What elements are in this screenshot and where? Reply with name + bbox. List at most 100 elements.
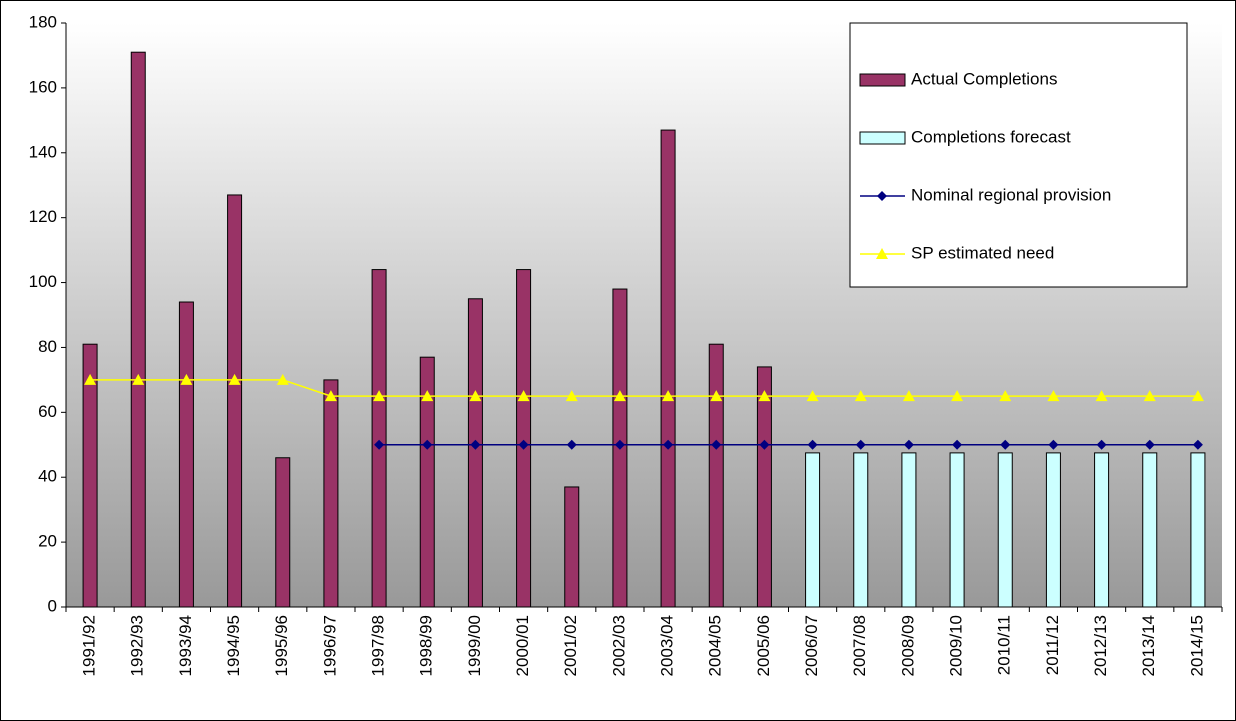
marker	[855, 439, 866, 450]
marker	[1000, 439, 1011, 450]
marker	[807, 439, 818, 450]
bar	[419, 356, 435, 608]
legend-marker	[876, 248, 888, 259]
bar	[853, 452, 869, 608]
x-tick-label: 1998/99	[417, 615, 436, 676]
bar	[949, 452, 965, 608]
x-tick-label: 2014/15	[1187, 615, 1206, 676]
legend-label: SP estimated need	[911, 243, 1054, 262]
x-tick-label: 1992/93	[128, 615, 147, 676]
marker	[517, 390, 530, 402]
legend-label: Nominal regional provision	[911, 185, 1111, 204]
marker	[1047, 390, 1060, 402]
y-tick-label: 40	[38, 467, 57, 486]
line	[90, 379, 1198, 397]
marker	[662, 390, 675, 402]
x-tick-label: 2007/08	[850, 615, 869, 676]
legend	[849, 22, 1188, 288]
marker	[228, 373, 241, 385]
marker	[903, 439, 914, 450]
bar	[1045, 452, 1061, 608]
x-tick-label: 2009/10	[947, 615, 966, 676]
marker	[469, 390, 482, 402]
bar	[467, 298, 483, 608]
marker	[373, 390, 386, 402]
x-tick-label: 2012/13	[1091, 615, 1110, 676]
bar	[756, 366, 772, 608]
y-tick-label: 20	[38, 532, 57, 551]
y-tick-label: 0	[48, 596, 57, 615]
marker	[951, 390, 964, 402]
y-tick-label: 60	[38, 402, 57, 421]
marker	[711, 439, 722, 450]
bar	[1190, 452, 1206, 608]
x-tick-label: 2006/07	[802, 615, 821, 676]
bar	[227, 194, 243, 608]
bar	[516, 269, 532, 608]
x-tick-label: 2005/06	[754, 615, 773, 676]
x-tick-label: 2003/04	[658, 615, 677, 676]
x-tick-label: 2010/11	[995, 615, 1014, 675]
marker	[518, 439, 529, 450]
x-tick-label: 2008/09	[898, 615, 917, 676]
marker	[1191, 390, 1204, 402]
marker	[566, 439, 577, 450]
bar	[805, 452, 821, 608]
y-tick-label: 140	[29, 142, 57, 161]
y-tick-label: 180	[29, 12, 57, 31]
marker	[758, 390, 771, 402]
bar	[708, 343, 724, 608]
marker	[1192, 439, 1203, 450]
legend-label: Completions forecast	[911, 127, 1071, 146]
marker	[132, 373, 145, 385]
bar	[997, 452, 1013, 608]
x-tick-label: 1991/92	[80, 615, 99, 676]
y-tick-label: 100	[29, 272, 57, 291]
marker	[902, 390, 915, 402]
x-tick-label: 2002/03	[609, 615, 628, 676]
bar	[130, 51, 146, 608]
marker	[1096, 439, 1107, 450]
marker	[999, 390, 1012, 402]
marker	[663, 439, 674, 450]
legend-swatch	[859, 131, 906, 145]
x-tick-label: 1996/97	[320, 615, 339, 676]
bar	[82, 343, 98, 608]
bar	[371, 269, 387, 608]
marker	[952, 439, 963, 450]
bar	[564, 486, 580, 608]
marker	[421, 390, 434, 402]
x-tick-label: 1994/95	[224, 615, 243, 676]
marker	[470, 439, 481, 450]
x-tick-label: 2001/02	[561, 615, 580, 676]
x-tick-label: 2000/01	[513, 615, 532, 676]
marker	[759, 439, 770, 450]
marker	[180, 373, 193, 385]
legend-label: Actual Completions	[911, 69, 1057, 88]
marker	[613, 390, 626, 402]
marker	[710, 390, 723, 402]
bar	[901, 452, 917, 608]
legend-swatch	[859, 73, 906, 87]
x-tick-label: 1999/00	[465, 615, 484, 676]
y-tick-label: 120	[29, 207, 57, 226]
marker	[84, 373, 97, 385]
bar	[323, 379, 339, 608]
bar	[178, 301, 194, 608]
bar	[660, 129, 676, 608]
legend-marker	[877, 191, 887, 201]
y-tick-label: 80	[38, 337, 57, 356]
marker	[1143, 390, 1156, 402]
marker	[374, 439, 385, 450]
x-tick-label: 1993/94	[176, 615, 195, 676]
x-tick-label: 2004/05	[706, 615, 725, 676]
bar	[275, 457, 291, 608]
marker	[324, 390, 337, 402]
x-tick-label: 1997/98	[369, 615, 388, 676]
marker	[614, 439, 625, 450]
marker	[1144, 439, 1155, 450]
marker	[854, 390, 867, 402]
bar	[1142, 452, 1158, 608]
marker	[1095, 390, 1108, 402]
